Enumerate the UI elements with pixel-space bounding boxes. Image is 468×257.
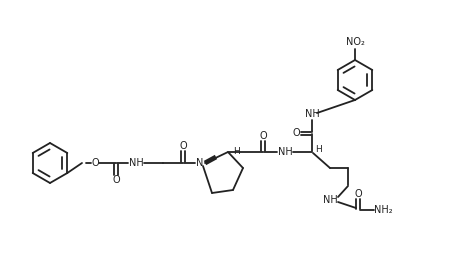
Text: NH₂: NH₂ <box>373 205 392 215</box>
Text: H: H <box>233 146 239 155</box>
Text: NH: NH <box>129 158 143 168</box>
Text: NO₂: NO₂ <box>345 37 365 47</box>
Text: O: O <box>179 141 187 151</box>
Text: O: O <box>292 128 300 138</box>
Text: NH: NH <box>322 195 337 205</box>
Text: O: O <box>112 175 120 185</box>
Text: O: O <box>354 189 362 199</box>
Text: NH: NH <box>278 147 292 157</box>
Text: O: O <box>259 131 267 141</box>
Text: H: H <box>315 145 322 154</box>
Text: O: O <box>91 158 99 168</box>
Text: N: N <box>196 158 204 168</box>
Text: NH: NH <box>305 109 319 119</box>
